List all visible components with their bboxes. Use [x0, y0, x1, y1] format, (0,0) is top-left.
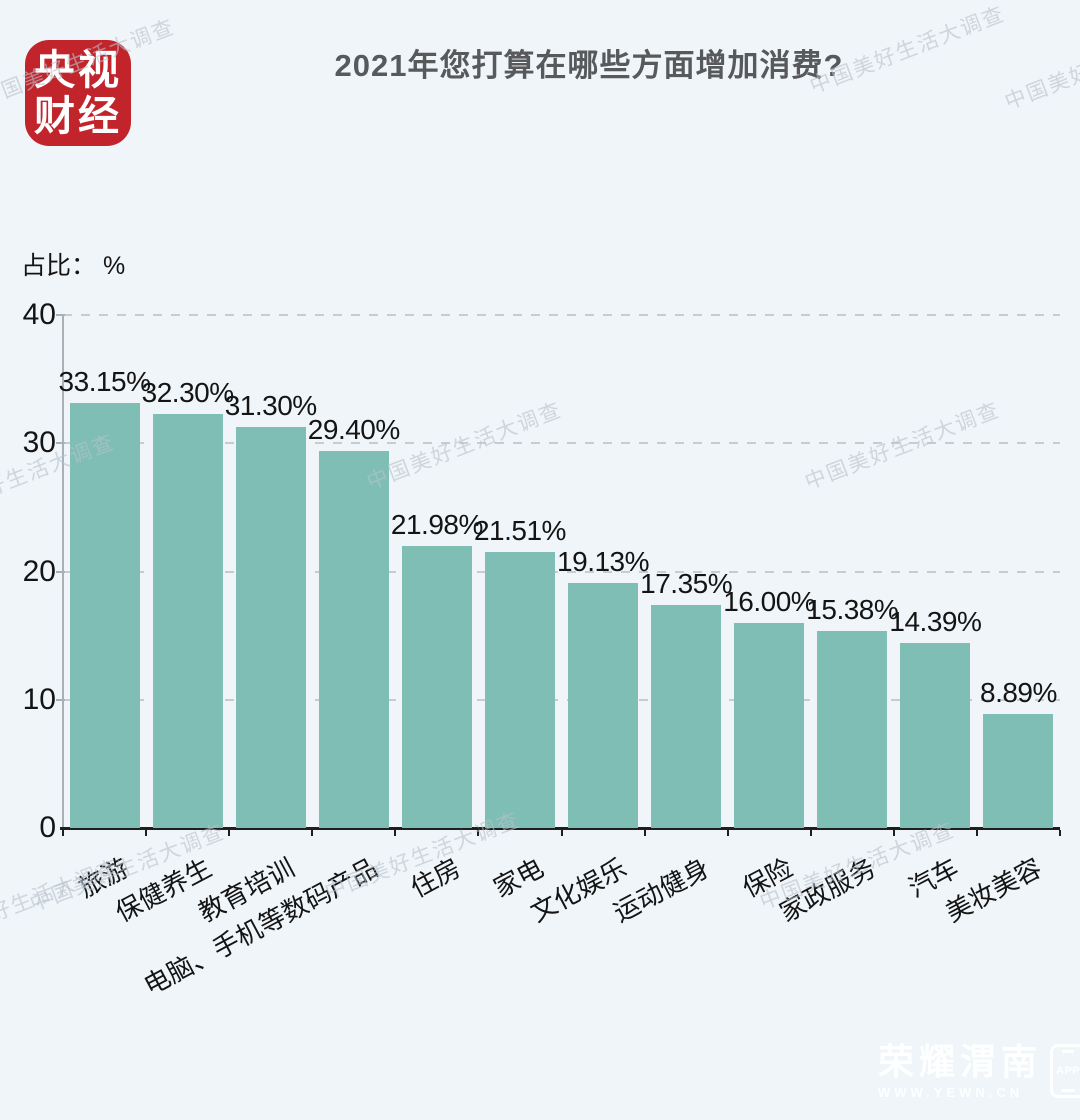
y-tick-mark-20 [56, 570, 65, 573]
y-tick-label-20: 20 [22, 554, 56, 588]
bar-value-label-2: 31.30% [224, 389, 317, 421]
bar-4 [401, 546, 472, 828]
bar-1 [152, 413, 223, 828]
site-watermark: 荣耀渭南 WWW.YEWN.CN APP [878, 1042, 1080, 1100]
bar-value-label-7: 17.35% [640, 568, 733, 600]
x-tick-mark-6 [560, 830, 563, 836]
x-tick-mark-8 [726, 830, 729, 836]
x-tick-mark-3 [311, 830, 314, 836]
logo-text-line1: 央视 [34, 47, 122, 93]
phone-app-icon: APP [1050, 1044, 1080, 1098]
logo-text-line2: 财经 [34, 93, 122, 139]
bar-6 [568, 582, 639, 828]
category-label-6: 文化娱乐 [525, 852, 632, 928]
category-label-4: 住房 [405, 852, 466, 904]
y-tick-label-10: 10 [22, 682, 56, 716]
gridline-40 [63, 314, 1060, 316]
x-tick-mark-10 [892, 830, 895, 836]
x-tick-mark-9 [809, 830, 812, 836]
diagonal-watermark-5: 中国美好生活大调查 [801, 398, 1004, 495]
x-tick-mark-2 [228, 830, 231, 836]
y-tick-mark-40 [56, 314, 65, 316]
x-tick-mark-4 [394, 830, 397, 836]
bar-value-label-11: 8.89% [980, 676, 1057, 708]
bar-value-label-0: 33.15% [58, 365, 151, 397]
site-watermark-textblock: 荣耀渭南 WWW.YEWN.CN [878, 1041, 1043, 1101]
bar-value-label-8: 16.00% [723, 585, 816, 617]
cctv-finance-logo: 央视 财经 [25, 40, 131, 146]
y-tick-label-0: 0 [39, 811, 56, 844]
y-tick-mark-30 [56, 442, 65, 445]
chart-title: 2021年您打算在哪些方面增加消费? [334, 48, 844, 83]
y-axis-unit-label: 占比： % [21, 252, 126, 280]
x-axis-line [60, 827, 1060, 830]
bar-value-label-5: 21.51% [473, 515, 566, 547]
bar-value-label-3: 29.40% [307, 413, 400, 445]
bar-11 [983, 713, 1054, 828]
site-watermark-url: WWW.YEWN.CN [878, 1085, 1024, 1100]
category-label-11: 美妆美容 [940, 852, 1047, 928]
bar-9 [817, 630, 888, 828]
bar-value-label-4: 21.98% [390, 509, 483, 541]
bar-2 [235, 426, 306, 828]
bar-value-label-6: 19.13% [557, 545, 650, 577]
bar-8 [734, 622, 805, 828]
bar-7 [651, 605, 722, 828]
bar-value-label-1: 32.30% [141, 376, 234, 408]
y-tick-mark-10 [56, 698, 65, 701]
x-tick-mark-11 [975, 830, 978, 836]
x-tick-mark-0 [62, 830, 64, 836]
gridline-20 [63, 570, 1060, 573]
bar-0 [69, 402, 140, 828]
site-watermark-name: 荣耀渭南 [878, 1041, 1043, 1082]
bar-value-label-10: 14.39% [889, 606, 982, 638]
x-tick-mark-7 [643, 830, 646, 836]
bar-5 [484, 552, 555, 828]
app-badge-label: APP [1055, 1065, 1080, 1077]
y-axis-line [62, 315, 64, 828]
x-tick-mark-5 [477, 830, 480, 836]
diagonal-watermark-2: 中国美好生活大调查 [1001, 18, 1080, 115]
category-label-1: 保健养生 [110, 852, 217, 928]
bar-10 [900, 643, 971, 828]
category-label-9: 家政服务 [774, 852, 881, 928]
x-tick-mark-12 [1059, 830, 1061, 836]
bar-3 [318, 450, 389, 828]
y-tick-label-40: 40 [22, 298, 56, 331]
x-tick-mark-1 [145, 830, 148, 836]
category-label-7: 运动健身 [608, 852, 715, 928]
bar-value-label-9: 15.38% [806, 593, 899, 625]
y-tick-label-30: 30 [22, 426, 56, 460]
gridline-10 [63, 698, 1060, 701]
gridline-30 [63, 442, 1060, 445]
